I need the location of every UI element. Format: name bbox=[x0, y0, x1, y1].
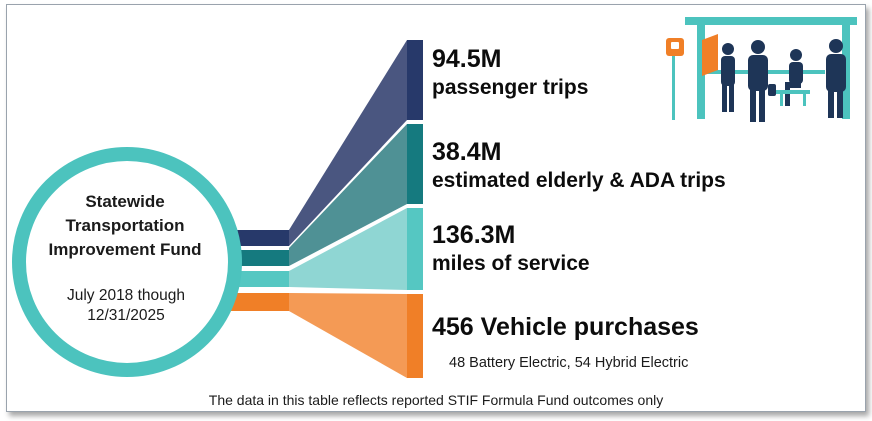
stem-vehicle-purchases bbox=[222, 293, 289, 311]
footnote: The data in this table reflects reported… bbox=[208, 392, 664, 408]
funnel-segment-elderly-ada-trips bbox=[289, 124, 407, 266]
stat-miles-of-service: 136.3M miles of service bbox=[432, 220, 590, 278]
stat-label: estimated elderly & ADA trips bbox=[432, 169, 726, 192]
hub-title-line: Improvement Fund bbox=[48, 240, 202, 259]
edge-bar-elderly-ada-trips bbox=[407, 124, 423, 204]
stat-value: 94.5M bbox=[432, 45, 502, 73]
edge-bar-miles-of-service bbox=[407, 208, 423, 290]
stat-value: 38.4M bbox=[432, 138, 502, 166]
stat-elderly-ada-trips: 38.4M estimated elderly & ADA trips bbox=[432, 137, 726, 195]
hub-period-line: July 2018 though bbox=[66, 287, 186, 304]
hub-title-line: Statewide bbox=[85, 192, 165, 211]
edge-bar-vehicle-purchases bbox=[407, 294, 423, 378]
hub-title-line: Transportation bbox=[65, 216, 185, 235]
stat-value: 136.3M bbox=[432, 221, 516, 249]
edge-bar-passenger-trips bbox=[407, 40, 423, 120]
stat-value: 456 Vehicle purchases bbox=[432, 313, 699, 341]
stat-label: miles of service bbox=[432, 252, 590, 275]
stat-vehicle-purchases-detail: 48 Battery Electric, 54 Hybrid Electric bbox=[449, 355, 689, 371]
hub-title: Statewide Transportation Improvement Fun… bbox=[30, 190, 220, 262]
hub-circle bbox=[12, 147, 242, 377]
stat-vehicle-purchases: 456 Vehicle purchases bbox=[432, 312, 699, 342]
funnel-segment-vehicle-purchases bbox=[289, 293, 407, 378]
hub-period: July 2018 though 12/31/2025 bbox=[26, 286, 226, 326]
stat-label: passenger trips bbox=[432, 76, 589, 99]
stat-passenger-trips: 94.5M passenger trips bbox=[432, 44, 588, 102]
bus-stop-illustration bbox=[666, 17, 857, 122]
hub-period-line: 12/31/2025 bbox=[87, 307, 165, 324]
funnel-segment-miles-of-service bbox=[289, 208, 407, 290]
funnel-segment-passenger-trips bbox=[289, 40, 407, 246]
